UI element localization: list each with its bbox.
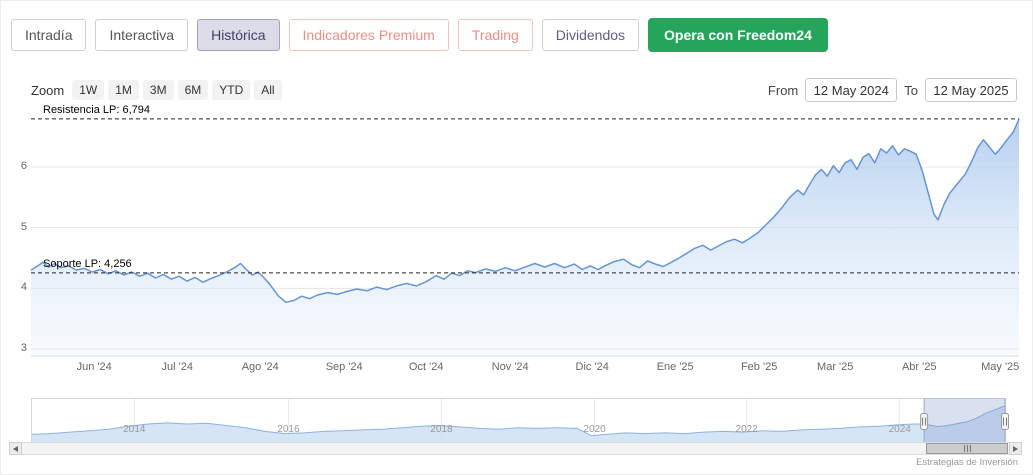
chart-tabs-toolbar: Intradía Interactiva Histórica Indicadores …	[11, 18, 828, 52]
x-axis-label: Jul '24	[161, 361, 193, 373]
right-arrow-icon	[1013, 445, 1018, 452]
scrollbar-track[interactable]	[22, 442, 1009, 455]
x-axis-label: Feb '25	[740, 361, 778, 373]
navigator[interactable]: 2014 2016 2018 2020 2022 2024	[30, 398, 1010, 445]
y-axis-label: 3	[20, 342, 27, 355]
y-axis-label: 6	[20, 160, 27, 172]
zoom-button-6m[interactable]: 6M	[177, 80, 209, 100]
navigator-year-label: 2020	[583, 424, 606, 435]
y-axis-label: 5	[20, 220, 27, 233]
left-arrow-icon	[13, 445, 18, 452]
zoom-button-3m[interactable]: 3M	[142, 80, 174, 100]
scrollbar	[9, 442, 1022, 455]
toolbar-button-opera-con-freedom24[interactable]: Opera con Freedom24	[648, 18, 828, 52]
to-label: To	[904, 82, 918, 98]
navigator-handle-left[interactable]	[920, 413, 929, 430]
zoom-button-1m[interactable]: 1M	[108, 80, 139, 100]
navigator-year-label: 2014	[123, 424, 146, 435]
scrollbar-grip-icon	[963, 445, 971, 452]
from-date-input[interactable]	[805, 78, 898, 102]
navigator-handle-right[interactable]	[1001, 413, 1010, 430]
navigator-year-label: 2018	[430, 424, 453, 435]
x-axis-label: Jun '24	[76, 361, 112, 373]
x-axis-label: May '25	[981, 361, 1020, 373]
x-axis-label: Ago '24	[241, 361, 279, 373]
main-chart[interactable]: Resistencia LP: 6,794 Soporte LP: 4,256 …	[21, 103, 1020, 373]
date-range-controls: From To	[768, 78, 1017, 102]
zoom-label: Zoom	[31, 82, 65, 98]
x-axis-label: Oct '24	[408, 361, 444, 373]
toolbar-button-intradia[interactable]: Intradía	[11, 19, 87, 51]
navigator-chart[interactable]	[30, 398, 1010, 445]
navigator-year-label: 2024	[888, 424, 911, 435]
x-axis-label: Abr '25	[901, 361, 937, 373]
x-axis-label: Sep '24	[325, 361, 363, 373]
toolbar-button-dividendos[interactable]: Dividendos	[541, 19, 640, 51]
credit-text: Estrategias de Inversión	[916, 457, 1018, 468]
zoom-buttons: 1W 1M 3M 6M YTD All	[72, 80, 285, 100]
price-area-chart[interactable]	[30, 105, 1020, 357]
support-label: Soporte LP: 4,256	[43, 257, 132, 270]
scrollbar-left-arrow[interactable]	[9, 442, 22, 455]
scrollbar-thumb[interactable]	[926, 443, 1008, 454]
zoom-button-ytd[interactable]: YTD	[212, 80, 251, 100]
navigator-year-label: 2022	[735, 424, 758, 435]
x-axis-label: Mar '25	[817, 361, 854, 373]
x-axis-label: Nov '24	[491, 361, 529, 373]
toolbar-button-historica[interactable]: Histórica	[197, 19, 280, 51]
y-axis-label: 4	[20, 281, 27, 294]
zoom-button-all[interactable]: All	[254, 80, 282, 100]
toolbar-button-indicadores-premium[interactable]: Indicadores Premium	[288, 19, 449, 51]
toolbar-button-trading[interactable]: Trading	[457, 19, 533, 51]
resistance-label: Resistencia LP: 6,794	[43, 103, 151, 116]
from-label: From	[767, 82, 799, 98]
navigator-year-label: 2016	[277, 424, 300, 435]
to-date-input[interactable]	[925, 78, 1017, 102]
toolbar-button-interactiva[interactable]: Interactiva	[95, 19, 189, 51]
x-axis-label: Dic '24	[575, 361, 609, 373]
zoom-button-1w[interactable]: 1W	[72, 80, 105, 100]
scrollbar-right-arrow[interactable]	[1009, 442, 1022, 455]
x-axis-label: Ene '25	[656, 361, 694, 373]
